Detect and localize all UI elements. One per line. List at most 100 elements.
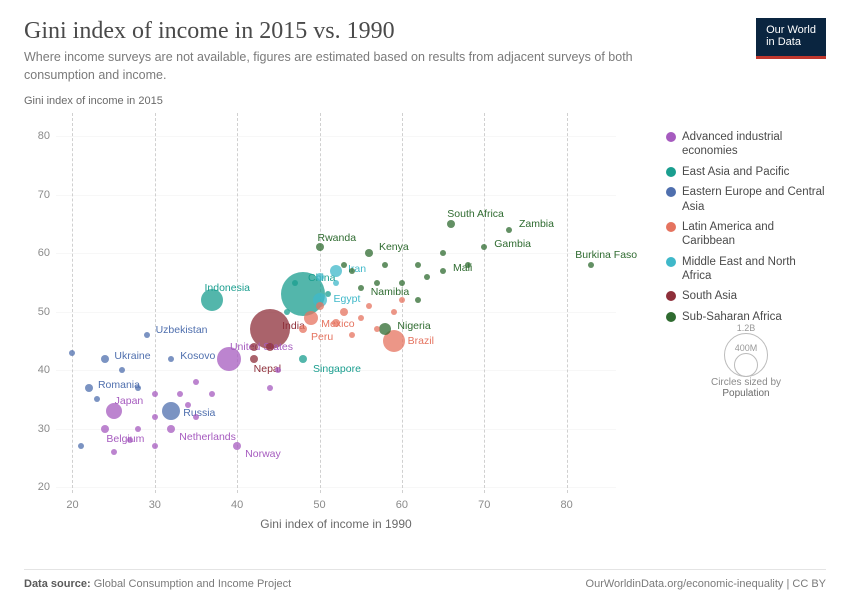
x-tick-label: 50 xyxy=(313,499,325,511)
data-point-label: Russia xyxy=(183,407,215,419)
data-point[interactable] xyxy=(119,367,125,373)
data-point[interactable] xyxy=(340,308,348,316)
data-point[interactable] xyxy=(152,443,158,449)
data-point[interactable] xyxy=(506,227,512,233)
data-point[interactable] xyxy=(341,262,347,268)
data-point[interactable] xyxy=(250,355,258,363)
legend-label: Eastern Europe and Central Asia xyxy=(682,185,826,214)
data-point[interactable] xyxy=(415,262,421,268)
data-point[interactable] xyxy=(330,265,342,277)
data-point[interactable] xyxy=(379,323,391,335)
data-point[interactable] xyxy=(365,249,373,257)
data-point[interactable] xyxy=(332,319,340,327)
data-point-label: Kosovo xyxy=(180,350,215,362)
grid-line-x xyxy=(237,113,238,493)
data-point[interactable] xyxy=(374,280,380,286)
legend-item[interactable]: Sub-Saharan Africa xyxy=(666,310,826,324)
legend-item[interactable]: East Asia and Pacific xyxy=(666,165,826,179)
data-point[interactable] xyxy=(284,309,290,315)
data-point-label: Brazil xyxy=(408,335,434,347)
data-point-label: Ukraine xyxy=(114,350,150,362)
legend-label: Latin America and Caribbean xyxy=(682,220,826,249)
data-point-label: Norway xyxy=(245,448,281,460)
data-point[interactable] xyxy=(275,367,281,373)
data-point[interactable] xyxy=(233,442,241,450)
legend-swatch xyxy=(666,291,676,301)
data-point[interactable] xyxy=(316,243,324,251)
data-point[interactable] xyxy=(250,343,258,351)
data-point[interactable] xyxy=(424,274,430,280)
data-point-label: Romania xyxy=(98,379,140,391)
data-point[interactable] xyxy=(333,280,339,286)
data-point[interactable] xyxy=(588,262,594,268)
data-point[interactable] xyxy=(374,326,380,332)
data-point[interactable] xyxy=(177,391,183,397)
data-point[interactable] xyxy=(85,384,93,392)
data-point[interactable] xyxy=(325,291,331,297)
data-point[interactable] xyxy=(167,425,175,433)
legend-item[interactable]: Latin America and Caribbean xyxy=(666,220,826,249)
y-tick-label: 70 xyxy=(28,189,50,201)
x-tick-label: 20 xyxy=(66,499,78,511)
data-point[interactable] xyxy=(481,244,487,250)
data-point[interactable] xyxy=(292,280,298,286)
data-point[interactable] xyxy=(185,402,191,408)
data-point[interactable] xyxy=(101,355,109,363)
data-point[interactable] xyxy=(316,302,324,310)
data-point[interactable] xyxy=(135,385,141,391)
data-point[interactable] xyxy=(304,311,318,325)
data-point[interactable] xyxy=(201,289,223,311)
data-point[interactable] xyxy=(316,273,324,281)
data-point[interactable] xyxy=(168,356,174,362)
data-point[interactable] xyxy=(267,385,273,391)
data-point[interactable] xyxy=(299,355,307,363)
data-point[interactable] xyxy=(152,414,158,420)
data-point[interactable] xyxy=(391,309,397,315)
data-point[interactable] xyxy=(465,262,471,268)
y-tick-label: 20 xyxy=(28,481,50,493)
data-point[interactable] xyxy=(162,402,180,420)
data-point[interactable] xyxy=(447,220,455,228)
data-point[interactable] xyxy=(349,332,355,338)
legend-swatch xyxy=(666,167,676,177)
data-point[interactable] xyxy=(193,379,199,385)
data-point[interactable] xyxy=(69,350,75,356)
data-point[interactable] xyxy=(106,403,122,419)
data-point[interactable] xyxy=(94,396,100,402)
data-point[interactable] xyxy=(415,297,421,303)
grid-line-y xyxy=(56,136,616,137)
grid-line-y xyxy=(56,370,616,371)
data-point[interactable] xyxy=(127,437,133,443)
data-point[interactable] xyxy=(152,391,158,397)
data-point[interactable] xyxy=(101,425,109,433)
grid-line-x xyxy=(155,113,156,493)
data-point[interactable] xyxy=(78,443,84,449)
data-point[interactable] xyxy=(358,315,364,321)
data-point[interactable] xyxy=(366,303,372,309)
data-point[interactable] xyxy=(382,262,388,268)
grid-line-x xyxy=(567,113,568,493)
data-point[interactable] xyxy=(266,343,274,351)
legend-item[interactable]: Advanced industrial economies xyxy=(666,130,826,159)
data-point[interactable] xyxy=(144,332,150,338)
footer-attribution: OurWorldinData.org/economic-inequality |… xyxy=(586,578,826,590)
data-point[interactable] xyxy=(358,285,364,291)
data-point[interactable] xyxy=(349,268,355,274)
data-point-label: Rwanda xyxy=(318,232,357,244)
data-point[interactable] xyxy=(135,426,141,432)
chart-subtitle: Where income surveys are not available, … xyxy=(24,49,704,84)
data-point[interactable] xyxy=(399,297,405,303)
data-point-label: Burkina Faso xyxy=(575,249,637,261)
legend-item[interactable]: Middle East and North Africa xyxy=(666,255,826,284)
data-point[interactable] xyxy=(440,250,446,256)
data-point[interactable] xyxy=(440,268,446,274)
data-point[interactable] xyxy=(217,347,241,371)
data-point[interactable] xyxy=(111,449,117,455)
data-point[interactable] xyxy=(209,391,215,397)
data-point[interactable] xyxy=(399,280,405,286)
legend-item[interactable]: Eastern Europe and Central Asia xyxy=(666,185,826,214)
legend-swatch xyxy=(666,222,676,232)
data-point[interactable] xyxy=(299,325,307,333)
data-point[interactable] xyxy=(193,414,199,420)
legend-item[interactable]: South Asia xyxy=(666,289,826,303)
